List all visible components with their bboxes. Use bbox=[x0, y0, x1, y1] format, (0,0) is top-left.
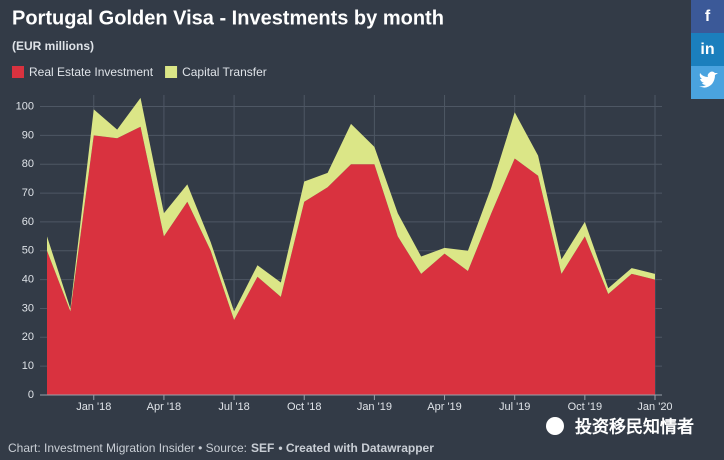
legend-label: Capital Transfer bbox=[182, 65, 267, 79]
x-tick-label: Apr '18 bbox=[147, 401, 182, 413]
y-tick-label: 80 bbox=[22, 158, 34, 170]
y-tick-label: 20 bbox=[22, 331, 34, 343]
watermark: 投资移民知情者 bbox=[575, 416, 694, 436]
x-tick-label: Apr '19 bbox=[427, 401, 462, 413]
legend-label: Real Estate Investment bbox=[29, 65, 154, 79]
share-icon: f bbox=[705, 8, 711, 25]
chart-title: Portugal Golden Visa - Investments by mo… bbox=[12, 7, 444, 29]
y-tick-label: 10 bbox=[22, 360, 34, 372]
footer-credit: • Created with Datawrapper bbox=[278, 441, 434, 455]
share-button[interactable] bbox=[691, 0, 724, 33]
footer-prefix: Chart: Investment Migration Insider • So… bbox=[8, 441, 247, 455]
legend-swatch bbox=[12, 66, 24, 78]
area bbox=[47, 126, 655, 395]
y-tick-label: 30 bbox=[22, 302, 34, 314]
x-tick-label: Jan '19 bbox=[357, 401, 392, 413]
y-tick-label: 70 bbox=[22, 187, 34, 199]
x-tick-label: Oct '18 bbox=[287, 401, 322, 413]
x-tick-label: Jan '20 bbox=[637, 401, 672, 413]
x-tick-label: Jul '19 bbox=[499, 401, 530, 413]
footer-source: SEF bbox=[251, 441, 274, 455]
share-button[interactable] bbox=[691, 33, 724, 66]
legend-swatch bbox=[165, 66, 178, 78]
watermark-icon bbox=[546, 417, 564, 435]
x-tick-label: Jul '18 bbox=[218, 401, 249, 413]
x-tick-label: Oct '19 bbox=[568, 401, 603, 413]
x-tick-label: Jan '18 bbox=[76, 401, 111, 413]
area bbox=[47, 97, 655, 320]
y-tick-label: 40 bbox=[22, 274, 34, 286]
footer: Chart: Investment Migration Insider • So… bbox=[8, 441, 434, 455]
y-tick-label: 90 bbox=[22, 129, 34, 141]
y-tick-label: 50 bbox=[22, 245, 34, 257]
y-tick-label: 100 bbox=[16, 100, 34, 112]
y-tick-label: 60 bbox=[22, 216, 34, 228]
twitter-icon bbox=[699, 71, 718, 88]
subtitle: (EUR millions) bbox=[12, 39, 94, 53]
y-tick-label: 0 bbox=[28, 389, 34, 401]
share-icon: in bbox=[700, 41, 714, 58]
